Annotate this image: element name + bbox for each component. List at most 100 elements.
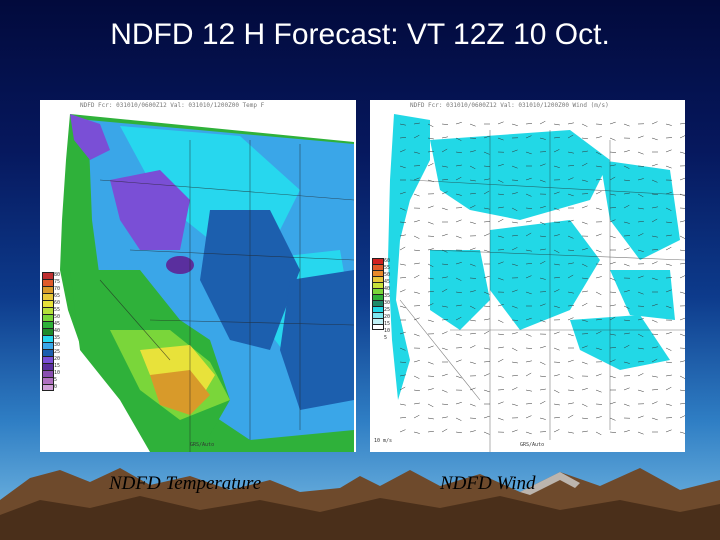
wind-barb	[497, 164, 504, 167]
wind-barb	[581, 345, 588, 349]
wind-colorbar-label: 60	[384, 258, 391, 264]
wind-barb	[637, 318, 644, 321]
wind-barb	[525, 220, 532, 223]
wind-barb	[567, 274, 574, 279]
wind-barb	[539, 137, 546, 140]
wind-barb	[413, 193, 420, 197]
temperature-colorbar	[42, 272, 54, 391]
wind-barb	[399, 123, 406, 126]
wind-barb	[483, 389, 490, 393]
wind-barb	[511, 361, 518, 364]
wind-barb	[539, 375, 546, 378]
wind-barb	[665, 263, 672, 266]
wind-barb	[609, 316, 616, 321]
wind-barb	[581, 248, 588, 251]
wind-barb	[525, 123, 533, 125]
wind-barb	[525, 177, 532, 181]
wind-barb	[511, 123, 518, 126]
wind-barb	[567, 431, 574, 434]
wind-barb	[553, 276, 560, 279]
wind-colorbar-label: 40	[384, 286, 391, 292]
wind-barb	[651, 389, 659, 391]
wind-barb	[441, 305, 448, 308]
wind-barb	[441, 179, 449, 181]
wind-barb	[399, 305, 406, 309]
wind-barb	[553, 136, 560, 139]
wind-barb	[581, 417, 588, 420]
wind-barb	[539, 346, 546, 349]
wind-barb	[399, 386, 406, 391]
wind-barb	[427, 179, 434, 182]
wind-barb	[567, 122, 574, 125]
wind-barb	[567, 193, 574, 197]
wind-colorbar-label: 55	[384, 265, 391, 271]
wind-barb	[553, 263, 560, 266]
wind-barb	[497, 206, 504, 209]
wind-colorbar	[372, 258, 384, 330]
wind-barb	[595, 249, 602, 253]
wind-barb	[483, 135, 490, 139]
wind-barb	[679, 151, 685, 154]
wind-barb	[651, 121, 658, 125]
wind-barb	[511, 221, 518, 224]
wind-barb	[511, 247, 518, 251]
wind-barb	[441, 373, 448, 377]
wind-barb	[665, 429, 672, 433]
wind-barb	[651, 193, 659, 195]
wind-barb	[441, 191, 448, 195]
temperature-colorbar-label: 65	[54, 293, 61, 299]
wind-barb	[539, 277, 546, 280]
wind-barb	[679, 431, 685, 434]
wind-barb	[651, 179, 658, 183]
wind-barb	[497, 235, 504, 238]
wind-barb	[413, 235, 420, 239]
wind-barb	[567, 219, 574, 223]
wind-barb	[609, 193, 616, 196]
wind-colorbar-label: 15	[384, 321, 391, 327]
wind-barb	[665, 207, 672, 211]
wind-barb	[665, 403, 672, 406]
wind-barb	[483, 305, 491, 307]
wind-barb	[567, 402, 574, 405]
wind-barb	[539, 120, 546, 125]
wind-barb	[665, 123, 672, 126]
wind-barb	[609, 121, 616, 125]
temperature-colorbar-label: 30	[54, 342, 61, 348]
wind-barb	[539, 303, 546, 307]
wind-barb	[651, 401, 658, 405]
wind-barb	[455, 193, 462, 196]
temperature-colorbar-label: 35	[54, 335, 61, 341]
wind-barb	[497, 277, 504, 281]
wind-barb	[455, 431, 462, 434]
wind-barb	[567, 262, 574, 265]
wind-colorbar-label: 25	[384, 307, 391, 313]
wind-barb	[595, 431, 602, 436]
wind-barb	[399, 221, 407, 223]
wind-barb	[595, 136, 602, 139]
wind-footer: GRS/Auto	[520, 442, 545, 448]
wind-barb	[525, 403, 533, 405]
wind-barb	[567, 305, 575, 307]
wind-barb	[427, 417, 434, 420]
wind-barb	[455, 402, 462, 405]
wind-barb	[511, 387, 518, 391]
wind-barb	[469, 221, 476, 224]
wind-barb	[413, 375, 420, 379]
wind-barb	[567, 134, 574, 139]
wind-barb	[413, 134, 420, 139]
wind-barb	[399, 234, 406, 237]
wind-barb	[609, 347, 617, 349]
wind-barb	[441, 331, 448, 335]
wind-barb	[665, 234, 672, 237]
wind-barb	[679, 193, 685, 197]
wind-barb	[441, 165, 448, 168]
wind-barb	[651, 417, 658, 421]
wind-barb	[413, 122, 420, 125]
wind-barb	[609, 333, 616, 336]
wind-barb	[609, 401, 616, 405]
wind-barb	[525, 193, 532, 197]
wind-barb	[427, 163, 434, 167]
wind-barb	[623, 150, 630, 153]
wind-barb	[469, 290, 476, 293]
